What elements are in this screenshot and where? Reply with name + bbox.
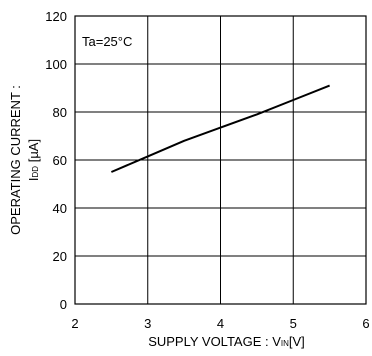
x-axis-title-main: SUPPLY VOLTAGE : V [148,334,281,349]
series-group [110,84,330,173]
y-tick-label: 100 [45,57,67,72]
x-axis-title-sub: IN [281,339,289,348]
y-axis-title-sub: DD [31,166,40,178]
x-tick-label: 2 [71,316,78,331]
y-tick-labels: 0 20 40 60 80 100 120 [45,9,67,312]
x-tick-label: 4 [217,316,224,331]
grid-lines [74,15,367,305]
x-axis-title: SUPPLY VOLTAGE : VIN[V] [148,334,305,349]
x-tick-label: 5 [290,316,297,331]
y-axis-title-line2: IDD [µA] [26,139,41,181]
y-tick-label: 120 [45,9,67,24]
x-tick-label: 3 [144,316,151,331]
y-tick-label: 40 [53,201,67,216]
series-line [110,84,330,173]
y-axis-title-line1: OPERATING CURRENT : [8,85,23,235]
x-tick-labels: 2 3 4 5 6 [71,316,369,331]
plot-frame [74,15,367,305]
y-tick-label: 20 [53,249,67,264]
y-axis-title-main: I [26,177,41,181]
y-tick-label: 80 [53,105,67,120]
annotation-ta: Ta=25°C [82,34,132,49]
x-axis-title-unit: [V] [289,334,305,349]
y-tick-label: 0 [60,297,67,312]
y-tick-label: 60 [53,153,67,168]
x-tick-label: 6 [362,316,369,331]
y-axis-title-unit: [µA] [26,139,41,166]
